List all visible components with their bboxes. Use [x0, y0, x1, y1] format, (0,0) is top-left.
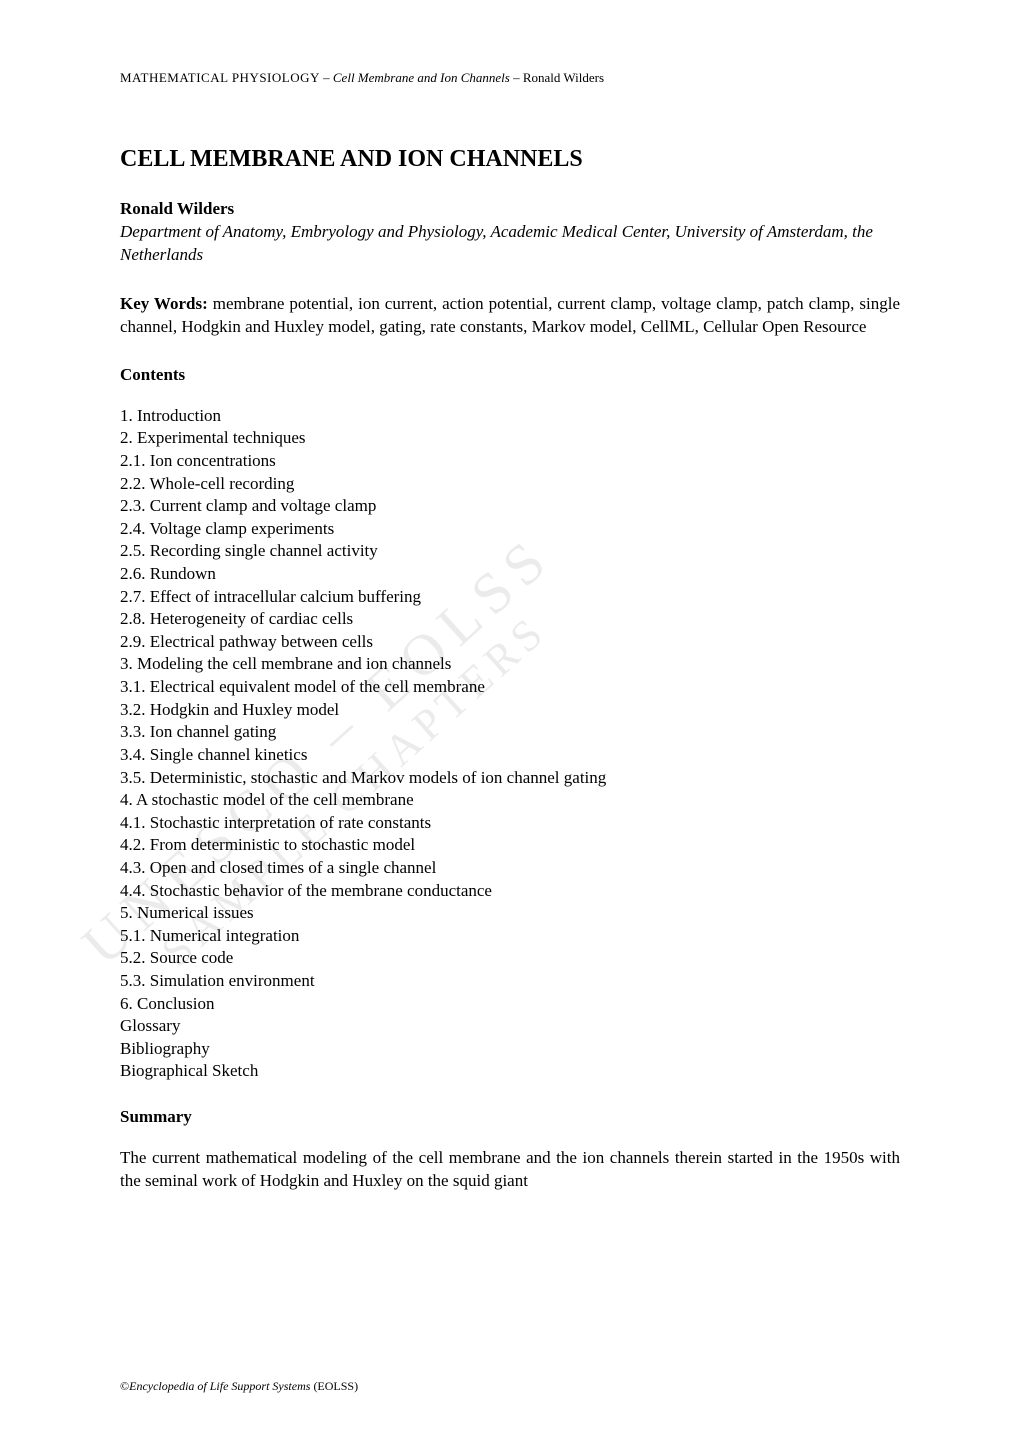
contents-item: 4.4. Stochastic behavior of the membrane…: [120, 880, 900, 903]
contents-item: 4. A stochastic model of the cell membra…: [120, 789, 900, 812]
contents-item: 2.7. Effect of intracellular calcium buf…: [120, 586, 900, 609]
contents-item: 2.6. Rundown: [120, 563, 900, 586]
contents-item: 5.1. Numerical integration: [120, 925, 900, 948]
contents-item: 6. Conclusion: [120, 993, 900, 1016]
contents-item: 3.5. Deterministic, stochastic and Marko…: [120, 767, 900, 790]
author-name: Ronald Wilders: [120, 199, 900, 219]
page-footer: ©Encyclopedia of Life Support Systems (E…: [120, 1379, 358, 1394]
contents-item: 3.1. Electrical equivalent model of the …: [120, 676, 900, 699]
running-header-sep2: –: [510, 70, 523, 85]
contents-item: 3.3. Ion channel gating: [120, 721, 900, 744]
keywords-block: Key Words: membrane potential, ion curre…: [120, 293, 900, 339]
contents-item: 5.3. Simulation environment: [120, 970, 900, 993]
summary-heading: Summary: [120, 1107, 900, 1127]
footer-suffix: (EOLSS): [313, 1379, 358, 1393]
contents-item: 2.3. Current clamp and voltage clamp: [120, 495, 900, 518]
running-header-journal: MATHEMATICAL PHYSIOLOGY: [120, 70, 320, 85]
contents-heading: Contents: [120, 365, 900, 385]
contents-item: 5. Numerical issues: [120, 902, 900, 925]
footer-italic: Encyclopedia of Life Support Systems: [129, 1379, 313, 1393]
contents-item: Biographical Sketch: [120, 1060, 900, 1083]
running-header: MATHEMATICAL PHYSIOLOGY – Cell Membrane …: [120, 70, 900, 86]
contents-item: 3.2. Hodgkin and Huxley model: [120, 699, 900, 722]
contents-item: Bibliography: [120, 1038, 900, 1061]
contents-list: UNESCO – EOLSS SAMPLE CHAPTERS 1. Introd…: [120, 405, 900, 1083]
contents-item: 2.9. Electrical pathway between cells: [120, 631, 900, 654]
running-header-author: Ronald Wilders: [523, 70, 604, 85]
running-header-sep1: –: [320, 70, 333, 85]
contents-item: 4.2. From deterministic to stochastic mo…: [120, 834, 900, 857]
contents-item: 3.4. Single channel kinetics: [120, 744, 900, 767]
contents-item: 2.5. Recording single channel activity: [120, 540, 900, 563]
contents-item: 2.8. Heterogeneity of cardiac cells: [120, 608, 900, 631]
running-header-article-title: Cell Membrane and Ion Channels: [333, 70, 510, 85]
keywords-text: membrane potential, ion current, action …: [120, 294, 900, 336]
article-title: CELL MEMBRANE AND ION CHANNELS: [120, 146, 900, 173]
contents-item: Glossary: [120, 1015, 900, 1038]
contents-item: 2.2. Whole-cell recording: [120, 473, 900, 496]
contents-item: 5.2. Source code: [120, 947, 900, 970]
contents-item: 4.3. Open and closed times of a single c…: [120, 857, 900, 880]
contents-item: 4.1. Stochastic interpretation of rate c…: [120, 812, 900, 835]
contents-item: 1. Introduction: [120, 405, 900, 428]
footer-copyright: ©: [120, 1379, 129, 1393]
summary-text: The current mathematical modeling of the…: [120, 1147, 900, 1193]
contents-item: 2.4. Voltage clamp experiments: [120, 518, 900, 541]
contents-item: 3. Modeling the cell membrane and ion ch…: [120, 653, 900, 676]
author-affiliation: Department of Anatomy, Embryology and Ph…: [120, 221, 900, 267]
keywords-label: Key Words:: [120, 294, 208, 313]
page: MATHEMATICAL PHYSIOLOGY – Cell Membrane …: [0, 0, 1020, 1442]
contents-item: 2. Experimental techniques: [120, 427, 900, 450]
contents-item: 2.1. Ion concentrations: [120, 450, 900, 473]
